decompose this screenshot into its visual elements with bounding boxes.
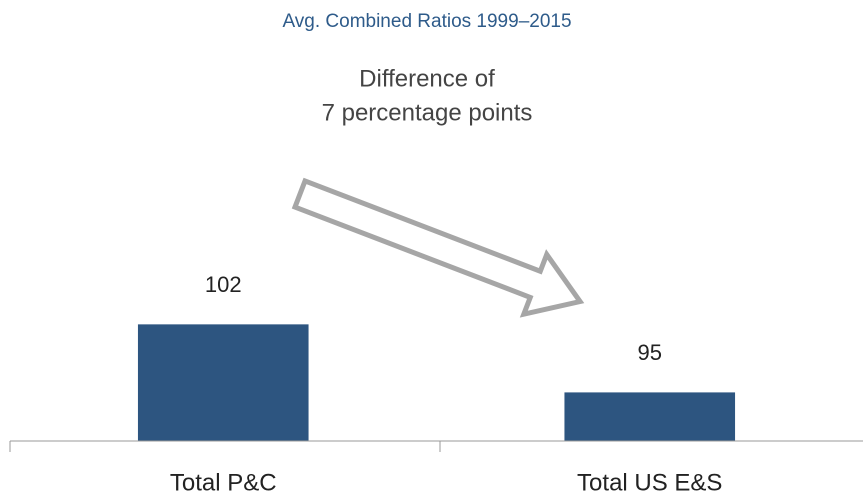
x-tick-label: Total P&C: [170, 469, 277, 495]
value-label: 102: [205, 272, 242, 297]
annotation: 7 percentage points: [322, 99, 533, 126]
x-tick-label: Total US E&S: [577, 469, 722, 495]
annotation: Difference of: [359, 65, 495, 92]
chart-title: Avg. Combined Ratios 1999–2015: [282, 11, 571, 32]
bar: [564, 392, 736, 441]
value-label: 95: [638, 340, 662, 365]
arrow: [291, 177, 585, 318]
bar: [137, 324, 309, 441]
